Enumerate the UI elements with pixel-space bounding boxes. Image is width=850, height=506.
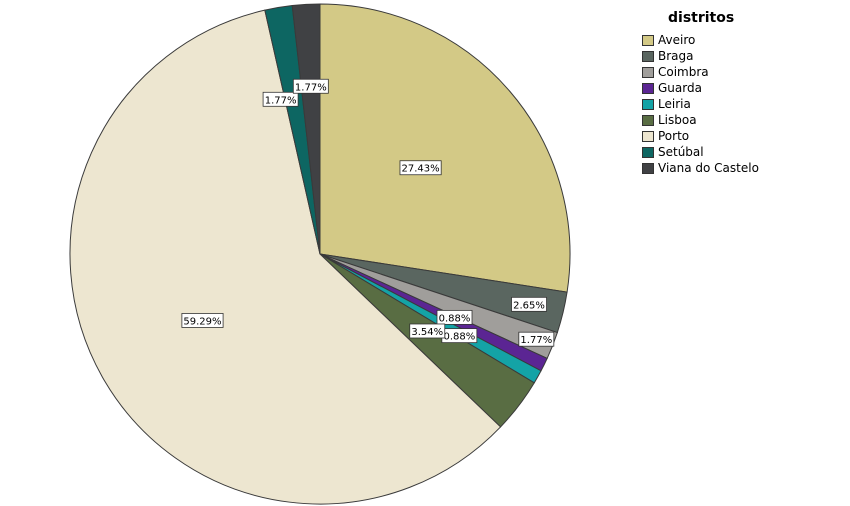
legend-item-braga: Braga [642, 48, 759, 64]
pie-label-guarda: 0.88% [436, 309, 473, 325]
legend-swatch [642, 98, 654, 110]
pie-label-text: 2.65% [513, 300, 545, 311]
legend-item-lisboa: Lisboa [642, 112, 759, 128]
pie-label-text: 1.77% [265, 95, 297, 106]
pie-label-text: 59.29% [183, 316, 221, 327]
legend-label: Leiria [658, 97, 691, 111]
legend-item-leiria: Leiria [642, 96, 759, 112]
legend-label: Setúbal [658, 145, 704, 159]
legend-swatch [642, 50, 654, 62]
legend-label: Coimbra [658, 65, 709, 79]
pie-slices [69, 3, 571, 505]
pie-label-text: 1.77% [520, 335, 552, 346]
legend: distritos Aveiro Braga Coimbra Guarda Leiria… [642, 10, 759, 176]
pie-label-box [436, 309, 473, 325]
pie-label-box [518, 331, 555, 347]
pie-label-setúbal: 1.77% [262, 91, 299, 107]
legend-item-setúbal: Setúbal [642, 144, 759, 160]
legend-item-aveiro: Aveiro [642, 32, 759, 48]
pie-label-text: 1.77% [295, 82, 327, 93]
legend-swatch [642, 66, 654, 78]
pie-label-porto: 59.29% [181, 313, 224, 328]
legend-items: Aveiro Braga Coimbra Guarda Leiria Lisboa Port… [642, 32, 759, 176]
legend-item-porto: Porto [642, 128, 759, 144]
pie-slice-aveiro [319, 3, 571, 293]
pie-label-box [181, 313, 224, 328]
pie-label-box [292, 78, 329, 94]
legend-label: Guarda [658, 81, 702, 95]
legend-swatch [642, 34, 654, 46]
pie-label-text: 0.88% [439, 313, 471, 324]
legend-item-guarda: Guarda [642, 80, 759, 96]
pie-label-text: 0.88% [443, 332, 475, 343]
legend-label: Braga [658, 49, 694, 63]
legend-title: distritos [668, 10, 735, 26]
pie-label-coimbra: 1.77% [518, 331, 555, 347]
legend-swatch [642, 146, 654, 158]
legend-label: Viana do Castelo [658, 161, 759, 175]
pie-label-viana-do-castelo: 1.77% [292, 78, 329, 94]
pie-slice-viana-do-castelo [291, 3, 321, 255]
legend-item-viana-do-castelo: Viana do Castelo [642, 160, 759, 176]
pie-label-lisboa: 3.54% [409, 323, 446, 339]
legend-swatch [642, 82, 654, 94]
legend-label: Aveiro [658, 33, 696, 47]
pie-label-box [262, 91, 299, 107]
legend-swatch [642, 114, 654, 126]
pie-label-box [511, 296, 547, 312]
pie-label-box [399, 160, 442, 176]
pie-label-text: 27.43% [402, 164, 440, 175]
pie-label-aveiro: 27.43% [399, 160, 442, 176]
legend-label: Lisboa [658, 113, 697, 127]
pie-label-braga: 2.65% [511, 296, 547, 312]
legend-label: Porto [658, 129, 690, 143]
legend-swatch [642, 162, 654, 174]
pie-label-text: 3.54% [411, 327, 443, 338]
legend-item-coimbra: Coimbra [642, 64, 759, 80]
pie-labels: 27.43%2.65%1.77%0.88%0.88%3.54%59.29%1.7… [181, 78, 555, 347]
pie-slice-porto [69, 9, 502, 505]
pie-label-leiria: 0.88% [441, 328, 478, 344]
legend-swatch [642, 130, 654, 142]
pie-label-box [409, 323, 446, 339]
